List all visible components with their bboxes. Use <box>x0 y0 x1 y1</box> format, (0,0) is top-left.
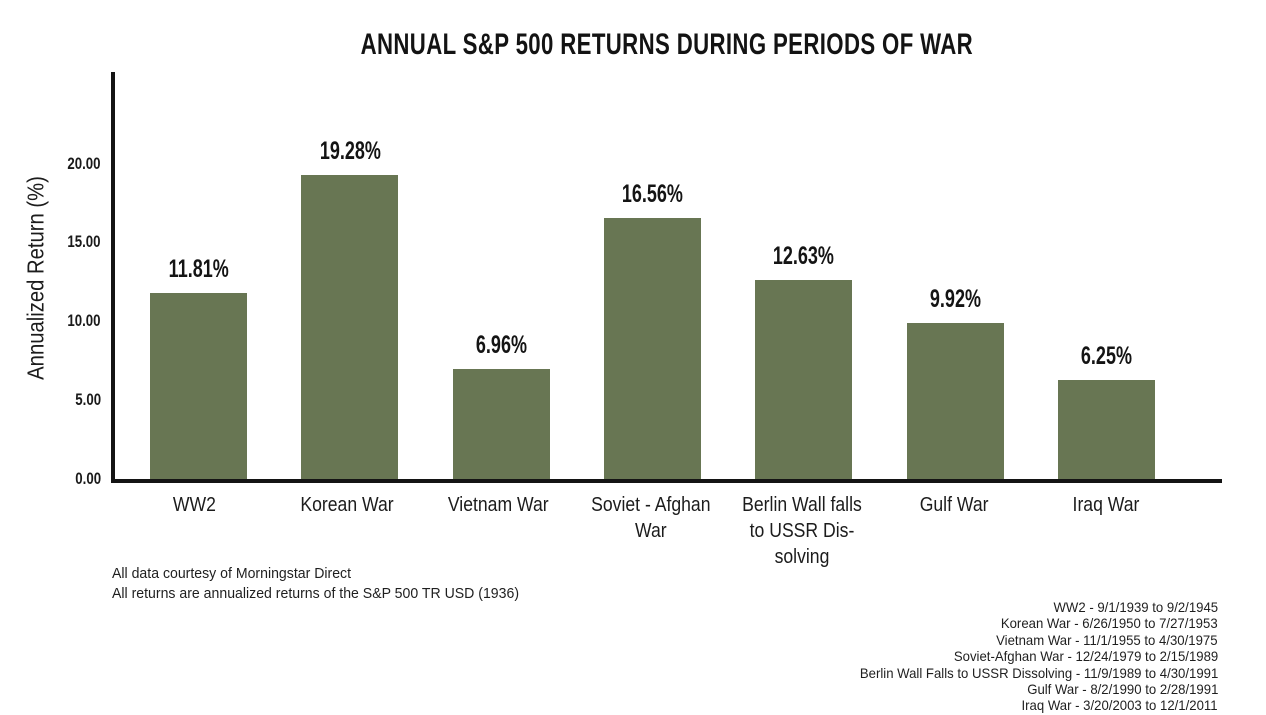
bar-value-label: 6.96% <box>475 331 527 360</box>
war-date-line: Korean War - 6/26/1950 to 7/27/1953 <box>1001 615 1218 632</box>
x-category-label: WW2 <box>173 494 217 516</box>
war-date-line: WW2 - 9/1/1939 to 9/2/1945 <box>1053 599 1218 615</box>
war-date-line: Gulf War - 8/2/1990 to 2/28/1991 <box>1026 681 1218 698</box>
y-tick-label: 20.00 <box>67 153 101 173</box>
bar-group: 19.28% <box>274 137 425 479</box>
bar-value-label: 12.63% <box>773 241 835 270</box>
y-tick-label: 15.00 <box>67 232 101 252</box>
footnote-right: WW2 - 9/1/1939 to 9/2/1945 Korean War - 6… <box>837 599 1218 714</box>
y-tick-label: 5.00 <box>75 390 101 410</box>
chart-title-row: ANNUAL S&P 500 RETURNS DURING PERIODS OF… <box>111 28 1222 62</box>
bar <box>452 369 550 479</box>
x-category-label: Berlin Wall falls to USSR Dis- solving <box>742 494 863 568</box>
bar-group: 6.96% <box>426 331 577 479</box>
bar-group: 6.25% <box>1031 342 1182 479</box>
bar <box>1057 380 1155 479</box>
plot-area: 11.81% 19.28% 6.96% 16.56% 12.63% 9.92% 6.25% <box>111 72 1222 483</box>
bar-value-label: 11.81% <box>168 254 229 283</box>
x-category-label: Gulf War <box>919 494 989 516</box>
bar <box>755 279 853 479</box>
x-category-label: Soviet - Afghan War <box>590 494 711 542</box>
war-date-line: Vietnam War - 11/1/1955 to 4/30/1975 <box>996 631 1218 648</box>
x-category-label: Vietnam War <box>448 494 550 516</box>
war-date-line: Soviet-Afghan War - 12/24/1979 to 2/15/1… <box>953 648 1218 665</box>
war-date-line: Iraq War - 3/20/2003 to 12/1/2011 <box>1021 697 1218 714</box>
y-tick-label: 10.00 <box>67 311 101 331</box>
bar-group: 16.56% <box>577 180 728 479</box>
bar-value-label: 19.28% <box>319 136 381 165</box>
y-axis-ticks: 0.00 5.00 10.00 15.00 20.00 <box>0 72 101 489</box>
x-category-label: Korean War <box>300 494 394 516</box>
x-category-label: Iraq War <box>1072 494 1140 516</box>
bar-value-label: 9.92% <box>929 284 981 313</box>
bar-group: 12.63% <box>728 242 879 479</box>
footnote-line: All returns are annualized returns of th… <box>112 584 520 602</box>
footnote-left: All data courtesy of Morningstar Direct A… <box>112 564 545 604</box>
bar <box>906 322 1004 479</box>
chart-title: ANNUAL S&P 500 RETURNS DURING PERIODS OF… <box>360 28 973 61</box>
footnote-line: All data courtesy of Morningstar Direct <box>112 565 352 582</box>
bars: 11.81% 19.28% 6.96% 16.56% 12.63% 9.92% 6.25% <box>115 72 1222 479</box>
bar-value-label: 6.25% <box>1080 342 1132 371</box>
bar-group: 9.92% <box>879 285 1030 479</box>
y-tick-label: 0.00 <box>75 469 101 488</box>
bar <box>150 292 248 479</box>
bar-value-label: 16.56% <box>621 179 684 208</box>
bar <box>301 174 399 479</box>
bar-group: 11.81% <box>123 255 274 479</box>
bar <box>603 217 701 479</box>
war-date-line: Berlin Wall Falls to USSR Dissolving - 1… <box>859 664 1218 681</box>
x-axis-labels: WW2 Korean War Vietnam War Soviet - Afghan … <box>111 492 1222 570</box>
